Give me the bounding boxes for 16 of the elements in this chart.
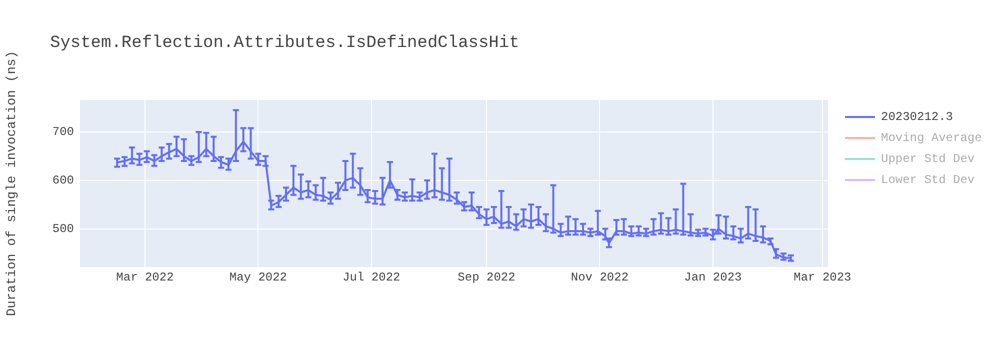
x-tick-label: Jan 2023 [684,270,742,284]
legend-label: Moving Average [881,130,982,144]
x-tick-label: Mar 2023 [794,270,852,284]
x-tick-label: Sep 2022 [458,270,516,284]
x-tick-label: Jul 2022 [342,270,400,284]
x-tick-label: Nov 2022 [570,270,629,284]
legend-label: 20230212.3 [881,110,954,124]
x-tick-label: May 2022 [229,270,287,284]
legend-label: Upper Std Dev [881,152,975,166]
y-tick-label: 500 [52,222,74,236]
y-axis-title: Duration of single invocation (ns) [4,50,20,316]
chart-title: System.Reflection.Attributes.IsDefinedClassHit [50,34,520,53]
legend-label: Lower Std Dev [881,172,975,186]
y-tick-label: 600 [52,174,74,188]
x-tick-label: Mar 2022 [116,270,174,284]
y-tick-label: 700 [52,125,74,140]
